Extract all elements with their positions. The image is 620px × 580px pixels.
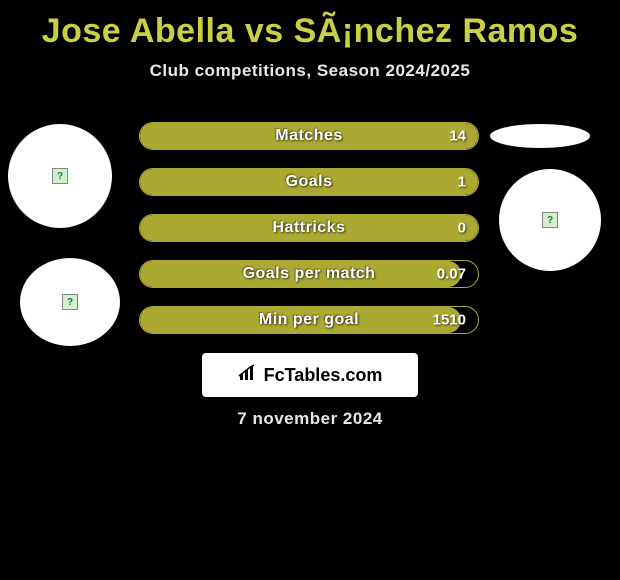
avatar-circle (490, 124, 590, 148)
logo-text-wrap: FcTables.com (238, 364, 383, 387)
stat-bar: Hattricks0 (139, 214, 479, 242)
avatar-circle: ? (499, 169, 601, 271)
chart-icon (238, 364, 260, 387)
stat-bar: Goals1 (139, 168, 479, 196)
stat-bar: Goals per match0.07 (139, 260, 479, 288)
image-placeholder-icon: ? (62, 294, 78, 310)
bar-value: 1510 (433, 312, 466, 329)
bar-value: 0 (458, 220, 466, 237)
bar-label: Goals per match (140, 265, 478, 283)
image-placeholder-icon: ? (52, 168, 68, 184)
avatar-circle: ? (8, 124, 112, 228)
bar-value: 1 (458, 174, 466, 191)
bar-label: Min per goal (140, 311, 478, 329)
image-placeholder-icon: ? (542, 212, 558, 228)
page-subtitle: Club competitions, Season 2024/2025 (0, 61, 620, 81)
page-title: Jose Abella vs SÃ¡nchez Ramos (0, 0, 620, 51)
stat-bars: Matches14 Goals1 Hattricks0 Goals per match… (139, 122, 479, 352)
bar-value: 14 (449, 128, 466, 145)
fctables-logo: FcTables.com (202, 353, 418, 397)
bar-label: Hattricks (140, 219, 478, 237)
bar-label: Matches (140, 127, 478, 145)
avatar-circle: ? (20, 258, 120, 346)
bar-value: 0.07 (437, 266, 466, 283)
bar-label: Goals (140, 173, 478, 191)
stat-bar: Min per goal1510 (139, 306, 479, 334)
logo-text: FcTables.com (264, 365, 383, 386)
comparison-infographic: Jose Abella vs SÃ¡nchez Ramos Club compe… (0, 0, 620, 580)
stat-bar: Matches14 (139, 122, 479, 150)
date-text: 7 november 2024 (0, 409, 620, 429)
